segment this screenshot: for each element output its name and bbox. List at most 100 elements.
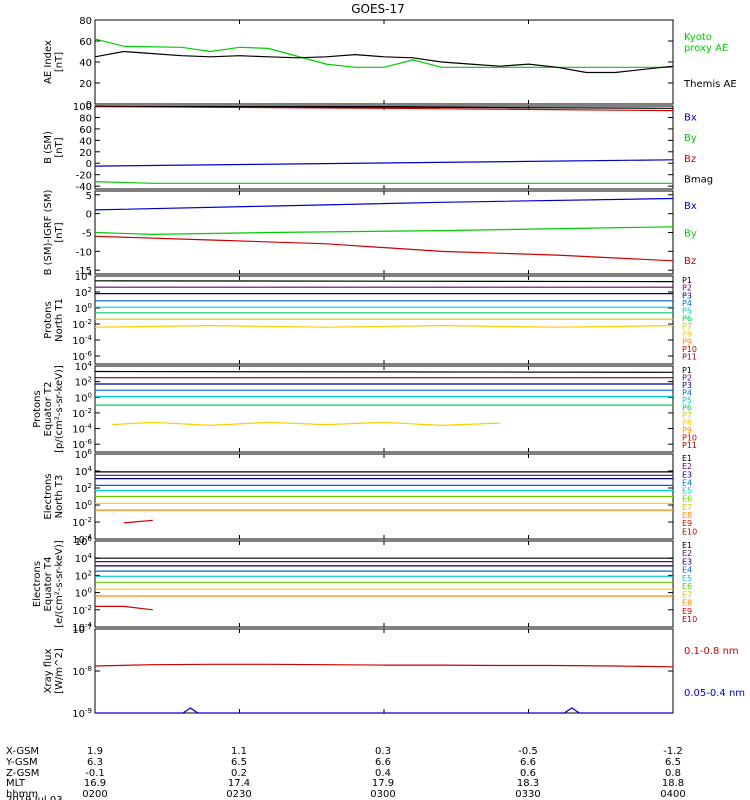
y-tick-label: 60 — [79, 125, 92, 136]
ephemeris-value: 1.9 — [87, 746, 103, 757]
y-tick-label: 20 — [79, 148, 92, 159]
legend-label: P6 — [682, 403, 692, 412]
legend-label: E9 — [682, 519, 692, 528]
y-axis-label: [W/m^2] — [54, 648, 65, 694]
y-tick-label: 104 — [75, 465, 93, 478]
legend-label: Bx — [684, 112, 697, 123]
ephemeris-row-label: Z-GSM — [6, 768, 39, 779]
ephemeris-value: 6.5 — [231, 757, 247, 768]
y-tick-label: 20 — [79, 79, 92, 90]
y-tick-label: 100 — [75, 587, 92, 600]
legend-label: E8 — [682, 511, 692, 520]
ephemeris-value: 18.3 — [517, 778, 539, 789]
series-line-e9 — [123, 519, 153, 524]
ephemeris-value: 17.9 — [372, 778, 394, 789]
y-tick-label: -5 — [82, 229, 92, 240]
y-tick-label: 102 — [75, 286, 92, 299]
y-tick-label: 80 — [79, 16, 92, 27]
series-line-p7 — [112, 421, 500, 427]
y-tick-label: 0 — [86, 100, 92, 111]
panel-frame — [94, 365, 674, 453]
legend-label: P10 — [682, 345, 697, 354]
legend-label: E1 — [682, 454, 692, 463]
chart-title: GOES-17 — [351, 2, 405, 16]
y-axis-label: Electrons — [43, 473, 54, 519]
y-tick-label: 60 — [79, 37, 92, 48]
y-tick-label: 10-2 — [72, 318, 92, 331]
legend-label: E4 — [682, 478, 692, 487]
legend-label: E2 — [682, 549, 692, 558]
y-axis-label: B (SM) — [43, 131, 54, 164]
legend-label: P2 — [682, 374, 692, 383]
y-axis-label: North T3 — [54, 475, 65, 519]
panel-frame — [94, 628, 674, 714]
ephemeris-value: 17.4 — [228, 778, 250, 789]
ephemeris-value: 6.5 — [665, 757, 681, 768]
y-tick-label: 10-7 — [72, 623, 92, 636]
ephemeris-value: -0.1 — [85, 768, 105, 779]
y-tick-label: 102 — [75, 482, 92, 495]
panel-frame — [94, 540, 674, 628]
y-axis-label: North T1 — [54, 298, 65, 342]
y-tick-label: -40 — [76, 182, 92, 193]
ephemeris-value: 0.3 — [375, 746, 391, 757]
y-axis-label: Equator T2 — [43, 382, 54, 437]
y-tick-label: 106 — [75, 448, 93, 461]
y-axis-label: B (SM)-IGRF (SM) — [43, 190, 54, 276]
legend-label: Bx — [684, 201, 697, 212]
series-line-kyoto-proxy-ae — [94, 38, 673, 68]
y-tick-label: -20 — [76, 171, 92, 182]
legend-label: E8 — [682, 599, 692, 608]
legend-label: 0.1-0.8 nm — [684, 646, 739, 657]
legend-label: E6 — [682, 495, 692, 504]
y-tick-label: 106 — [75, 535, 93, 548]
y-tick-label: 100 — [75, 302, 92, 315]
panel-frame — [94, 105, 674, 190]
legend-label: E7 — [682, 503, 692, 512]
y-tick-label: 100 — [75, 391, 92, 404]
legend-label: E7 — [682, 591, 692, 600]
series-line-themis-ae — [94, 50, 674, 74]
ephemeris-row-label: X-GSM — [6, 746, 39, 757]
series-line-by — [94, 226, 674, 236]
ephemeris-row-label: MLT — [6, 778, 26, 789]
legend-label: By — [684, 229, 697, 240]
y-tick-label: 40 — [79, 58, 92, 69]
series-line-p8 — [94, 324, 674, 328]
legend-label: By — [684, 133, 697, 144]
legend-label: Bz — [684, 154, 696, 165]
ephemeris-value: 6.3 — [87, 757, 103, 768]
ephemeris-row-label: Y-GSM — [5, 757, 38, 768]
y-tick-label: 100 — [73, 102, 92, 113]
y-tick-label: 10-8 — [72, 665, 92, 678]
legend-label: E4 — [682, 566, 692, 575]
legend-label: P4 — [682, 388, 692, 397]
legend-label: Kyoto — [684, 32, 712, 43]
y-tick-label: 0 — [86, 159, 92, 170]
series-line-0-1-0-8-nm — [94, 663, 674, 668]
legend-label: P11 — [682, 353, 697, 362]
legend-label: P3 — [682, 381, 692, 390]
y-tick-label: 102 — [75, 376, 92, 389]
legend-label: P7 — [682, 411, 692, 420]
y-tick-label: -10 — [76, 247, 92, 258]
ephemeris-value: 0230 — [226, 789, 251, 800]
y-axis-label: Xray flux — [43, 649, 54, 694]
ephemeris-value: 0300 — [370, 789, 395, 800]
legend-label: P4 — [682, 299, 692, 308]
y-tick-label: 5 — [86, 191, 92, 202]
y-axis-label: [e/(cm²-s-sr-keV)] — [54, 540, 65, 628]
legend-label: proxy AE — [684, 43, 728, 54]
y-axis-label: Protons — [32, 390, 43, 427]
ephemeris-value: 0400 — [660, 789, 685, 800]
series-line-bx — [94, 197, 674, 211]
series-line-bmag — [94, 105, 674, 109]
legend-label: E1 — [682, 541, 692, 550]
series-line-e9 — [95, 605, 153, 611]
series-line-0-05-0-4-nm — [95, 707, 673, 714]
y-tick-label: 80 — [79, 113, 92, 124]
